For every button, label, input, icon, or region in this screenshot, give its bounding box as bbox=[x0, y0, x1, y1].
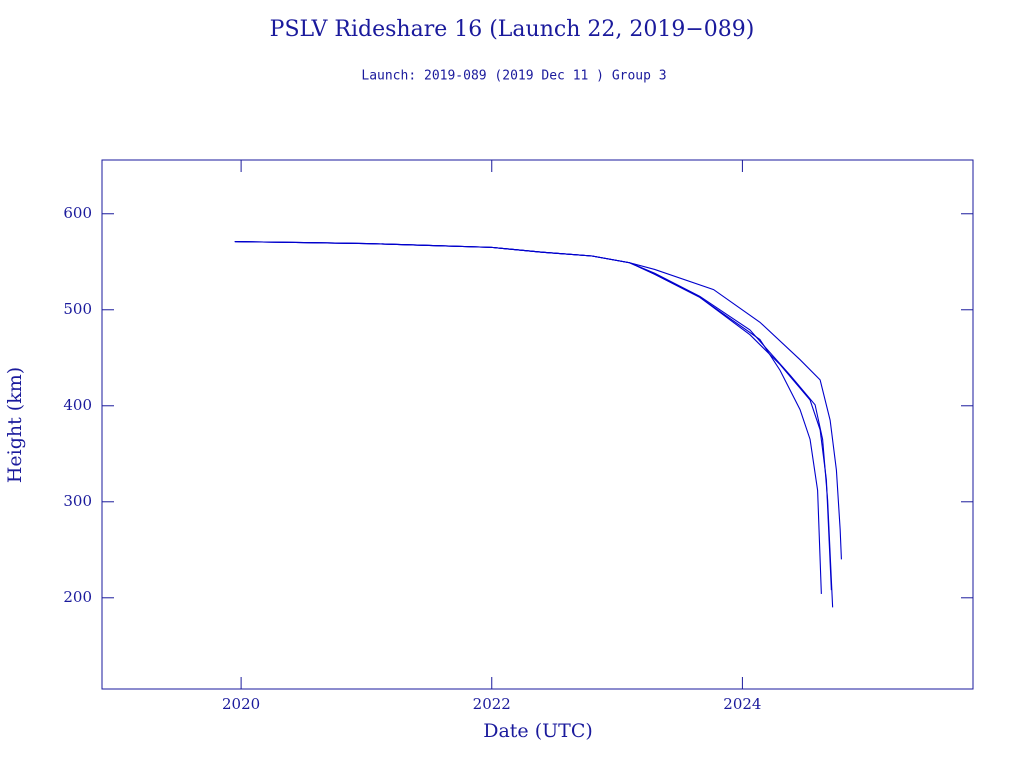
series-line bbox=[234, 241, 832, 591]
chart-subtitle: Launch: 2019-089 (2019 Dec 11 ) Group 3 bbox=[361, 69, 666, 84]
x-axis-label: Date (UTC) bbox=[483, 720, 593, 742]
y-tick-label: 300 bbox=[63, 492, 92, 510]
x-tick-label: 2024 bbox=[723, 695, 761, 713]
chart-title: PSLV Rideshare 16 (Launch 22, 2019−089) bbox=[270, 17, 755, 42]
plot-frame bbox=[101, 159, 974, 690]
x-tick-label: 2020 bbox=[222, 695, 260, 713]
y-tick-label: 600 bbox=[63, 204, 92, 222]
y-axis-label: Height (km) bbox=[4, 367, 26, 483]
x-tick-label: 2022 bbox=[473, 695, 511, 713]
series-line bbox=[234, 241, 842, 560]
y-tick-label: 200 bbox=[63, 588, 92, 606]
y-tick-label: 400 bbox=[63, 396, 92, 414]
y-tick-label: 500 bbox=[63, 300, 92, 318]
series-line bbox=[234, 241, 822, 594]
series-line bbox=[234, 241, 834, 608]
